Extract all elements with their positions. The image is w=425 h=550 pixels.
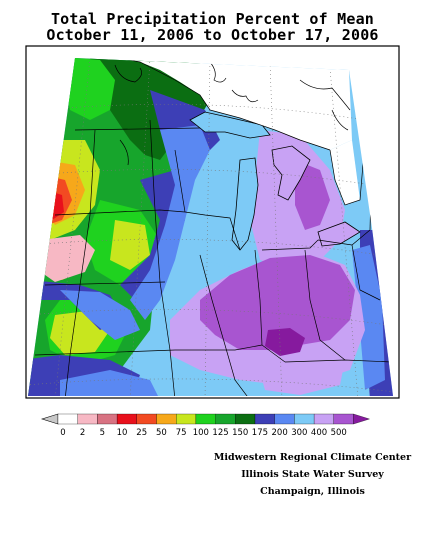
legend-tick-label: 100 xyxy=(193,428,209,438)
legend-tick-label: 75 xyxy=(176,428,187,438)
legend-swatch xyxy=(136,413,157,425)
state-boundaries xyxy=(34,58,393,396)
legend-tick-label: 300 xyxy=(291,428,307,438)
map-date-range: October 11, 2006 to October 17, 2006 xyxy=(46,26,379,44)
legend-tick-label: 125 xyxy=(212,428,228,438)
legend-tick-label: 25 xyxy=(136,428,147,438)
legend-swatch xyxy=(294,413,315,425)
legend-tick-label: 150 xyxy=(232,428,248,438)
legend-swatch xyxy=(97,413,118,425)
legend-swatch xyxy=(57,413,78,425)
coastlines xyxy=(114,61,351,166)
map-frame xyxy=(25,45,400,399)
credit-location: Champaign, Illinois xyxy=(260,486,365,497)
legend-swatch xyxy=(235,413,256,425)
legend-swatch xyxy=(254,413,275,425)
legend-swatch xyxy=(116,413,137,425)
legend-tick-label: 5 xyxy=(100,428,105,438)
map-title: Total Precipitation Percent of Mean xyxy=(50,10,375,28)
legend-tick-label: 200 xyxy=(272,428,288,438)
legend-tick-label: 0 xyxy=(60,428,65,438)
legend-tick-label: 50 xyxy=(156,428,167,438)
legend-swatch xyxy=(333,413,354,425)
credit-center: Midwestern Regional Climate Center xyxy=(213,452,412,463)
legend-start-arrow xyxy=(40,413,59,425)
legend-tick-label: 500 xyxy=(331,428,347,438)
legend-end-arrow xyxy=(353,413,371,425)
legend-tick-label: 175 xyxy=(252,428,268,438)
legend-tick-label: 400 xyxy=(311,428,327,438)
legend-swatch xyxy=(195,413,216,425)
legend-swatch xyxy=(215,413,236,425)
legend-swatch xyxy=(313,413,334,425)
legend-tick-label: 2 xyxy=(80,428,85,438)
legend-swatch xyxy=(274,413,295,425)
legend-tick-label: 10 xyxy=(117,428,128,438)
legend-swatch xyxy=(176,413,197,425)
legend-swatch xyxy=(156,413,177,425)
credit-survey: Illinois State Water Survey xyxy=(241,469,384,480)
legend-swatch xyxy=(77,413,98,425)
